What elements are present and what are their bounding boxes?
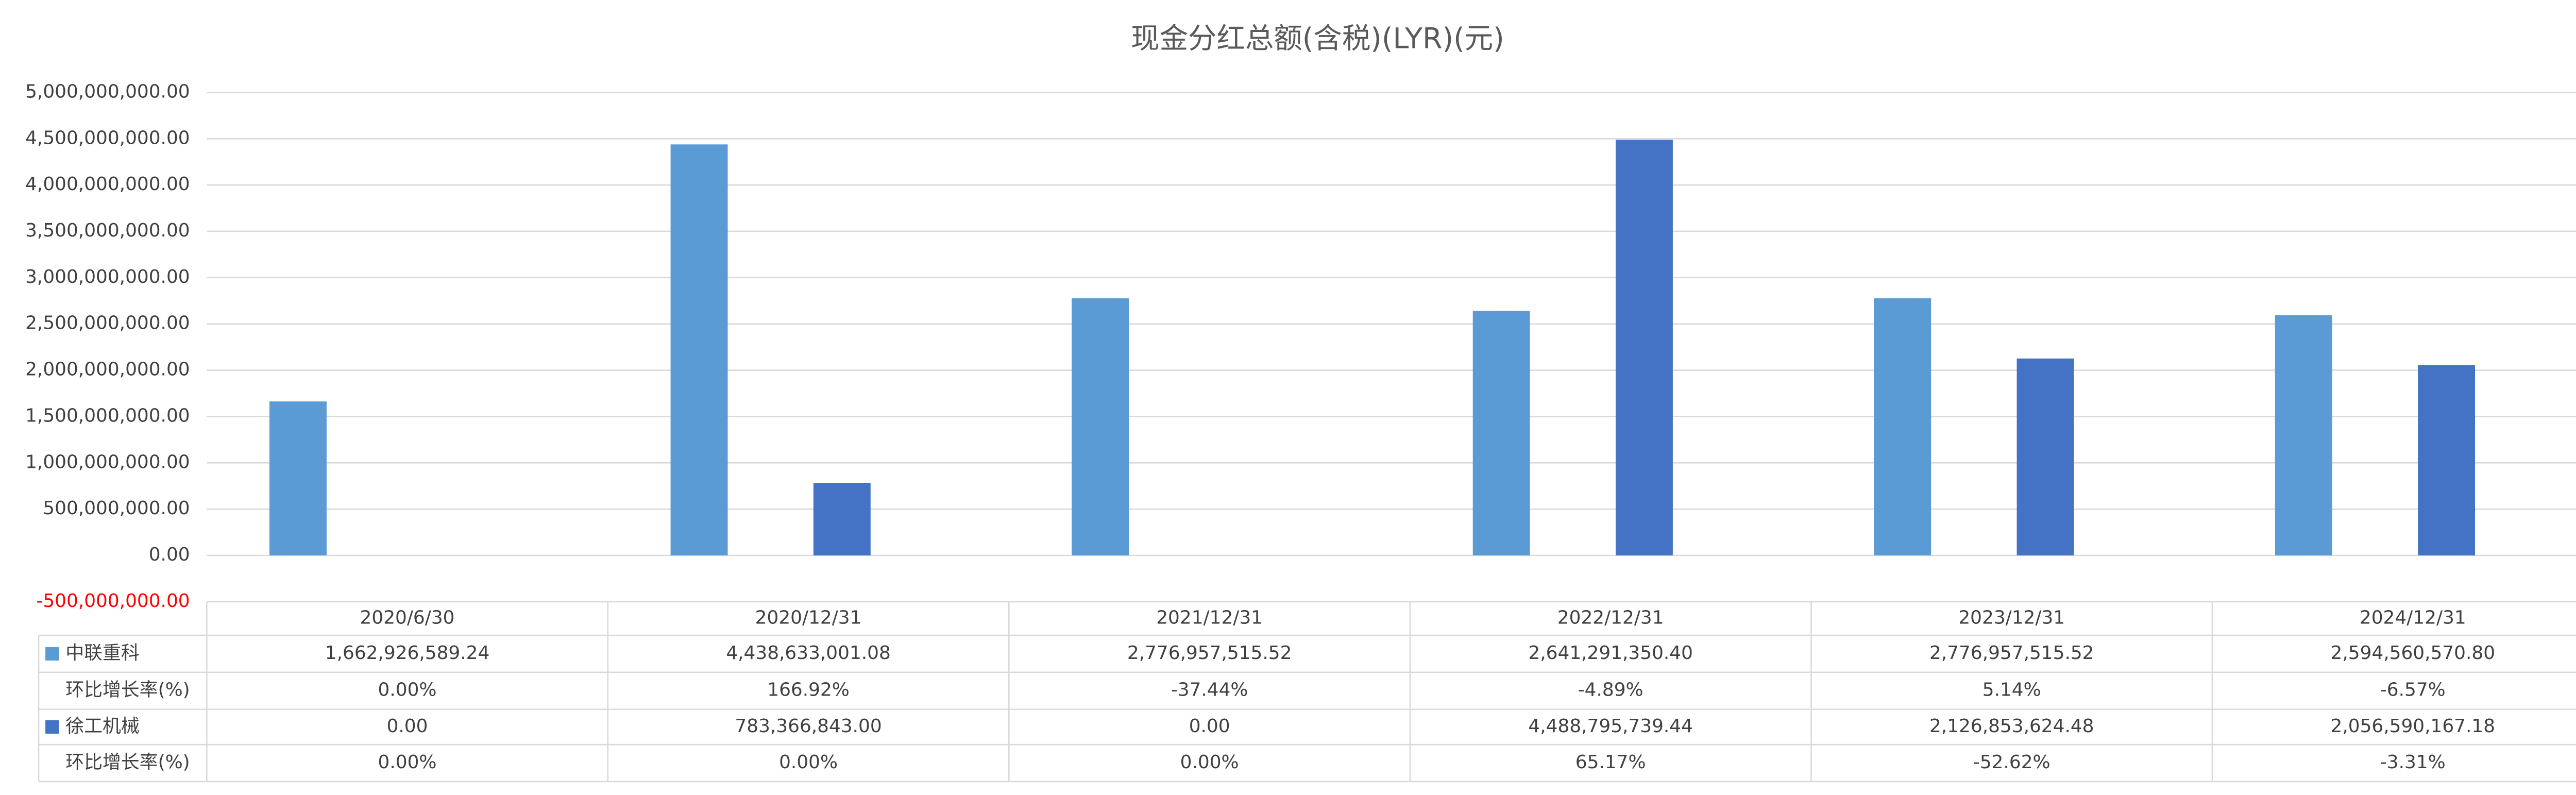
x-tick-label: 2021/12/31 <box>1156 607 1263 628</box>
table-value: 2,126,853,624.48 <box>1929 716 2094 737</box>
y-tick-label: 2,000,000,000.00 <box>25 359 190 380</box>
table-value: 2,776,957,515.52 <box>1127 642 1292 664</box>
table-value: 783,366,843.00 <box>735 716 882 737</box>
table-value: 1,662,926,589.24 <box>325 642 490 664</box>
table-value: 0.00 <box>1189 716 1230 737</box>
y-tick-label: 2,500,000,000.00 <box>25 313 190 334</box>
table-growth: -4.89% <box>1578 680 1643 701</box>
bar <box>1615 140 1673 555</box>
y-tick-label: 4,500,000,000.00 <box>25 127 190 148</box>
table-value: 0.00 <box>387 716 428 737</box>
y-tick-label: 1,500,000,000.00 <box>25 405 190 426</box>
x-tick-label: 2020/12/31 <box>755 607 862 628</box>
x-tick-label: 2023/12/31 <box>1958 607 2065 628</box>
x-tick-label: 2024/12/31 <box>2360 607 2466 628</box>
bar <box>2275 315 2332 555</box>
legend-label: 中联重科 <box>65 642 140 664</box>
y-tick-label: 0.00 <box>149 544 190 565</box>
x-tick-label: 2022/12/31 <box>1557 607 1664 628</box>
bar <box>269 401 327 555</box>
table-growth: -37.44% <box>1171 680 1248 701</box>
y-tick-label: 4,000,000,000.00 <box>25 174 190 195</box>
x-tick-label: 2020/6/30 <box>360 607 455 628</box>
y-tick-label: 3,500,000,000.00 <box>25 220 190 241</box>
row-label: 环比增长率(%) <box>65 680 190 701</box>
chart-title: 现金分红总额(含税)(LYR)(元) <box>1131 22 1504 55</box>
bar <box>1874 298 1931 555</box>
y-tick-label: 1,000,000,000.00 <box>25 451 190 472</box>
legend-label: 徐工机械 <box>65 716 140 737</box>
table-value: 2,594,560,570.80 <box>2331 642 2496 664</box>
bar <box>2016 358 2074 555</box>
table-value: 2,641,291,350.40 <box>1528 642 1693 664</box>
bar <box>670 144 728 555</box>
table-growth: -6.57% <box>2380 680 2446 701</box>
y-tick-label: 3,000,000,000.00 <box>25 266 190 287</box>
legend-swatch <box>45 720 59 734</box>
bar <box>1472 311 1530 555</box>
table-growth: 0.00% <box>1180 752 1239 773</box>
table-growth: -3.31% <box>2380 752 2446 773</box>
table-value: 2,776,957,515.52 <box>1929 642 2094 664</box>
table-growth: 0.00% <box>378 752 437 773</box>
y-tick-label: 500,000,000.00 <box>43 498 190 519</box>
table-growth: -52.62% <box>1973 752 2050 773</box>
bar <box>2418 365 2476 555</box>
table-growth: 0.00% <box>378 680 437 701</box>
row-label: 环比增长率(%) <box>65 752 190 773</box>
bar <box>813 483 871 555</box>
table-growth: 65.17% <box>1575 752 1646 773</box>
table-value: 4,488,795,739.44 <box>1528 716 1693 737</box>
table-value: 2,056,590,167.18 <box>2331 716 2496 737</box>
table-growth: 5.14% <box>1982 680 2041 701</box>
table-growth: 166.92% <box>767 680 850 701</box>
legend-swatch <box>45 647 59 661</box>
y-tick-label: -500,000,000.00 <box>36 590 190 612</box>
table-value: 4,438,633,001.08 <box>726 642 891 664</box>
bar <box>1072 298 1129 555</box>
y-tick-label: 5,000,000,000.00 <box>25 81 190 102</box>
table-growth: 0.00% <box>779 752 838 773</box>
